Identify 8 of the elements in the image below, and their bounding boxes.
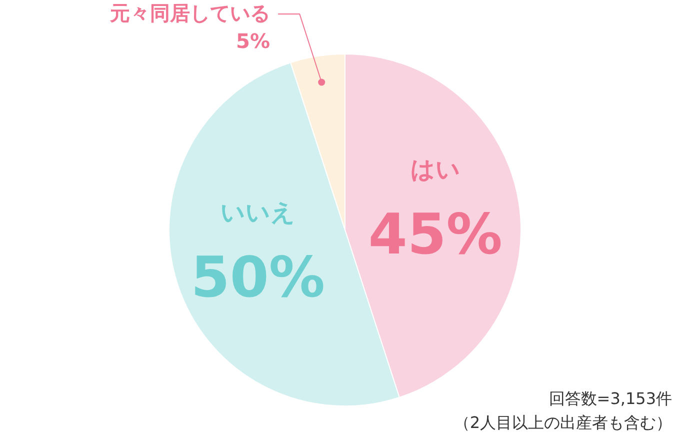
- slice-label: 元々同居している: [109, 1, 270, 25]
- slice-label: はい: [410, 156, 460, 184]
- text: 回答数=3,153件: [548, 389, 672, 408]
- data-label: 45%: [368, 202, 502, 268]
- slice-label: いいえ: [220, 198, 296, 226]
- data-label: 50%: [190, 245, 325, 310]
- data-label: 5%: [236, 29, 270, 53]
- text: （2人目以上の出産者も含む）: [454, 413, 672, 432]
